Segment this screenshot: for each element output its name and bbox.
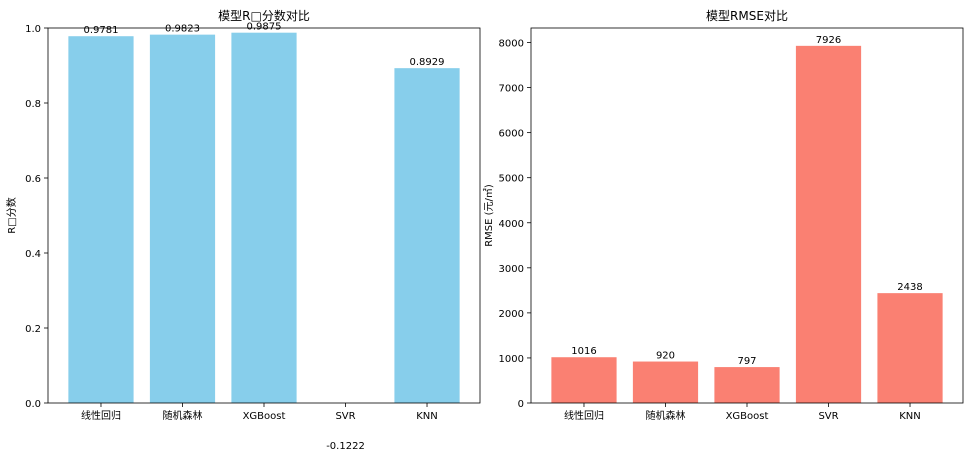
x-tick-label: 线性回归 [81, 409, 121, 422]
y-tick-label: 3000 [499, 264, 524, 275]
y-axis-label: RMSE (元/㎡) [483, 184, 495, 247]
data-label: 0.9781 [83, 25, 118, 36]
data-label: 2438 [897, 282, 922, 293]
chart-title: 模型R□分数对比 [218, 8, 310, 23]
bar-3 [795, 45, 862, 403]
y-tick-label: 0.0 [25, 399, 41, 410]
data-label: 797 [737, 356, 756, 367]
y-tick-label: 4000 [499, 219, 524, 230]
y-tick-label: 7000 [499, 84, 524, 95]
y-tick-label: 1.0 [25, 24, 41, 35]
bar-2 [231, 32, 297, 403]
bar-1 [149, 34, 216, 403]
y-tick-label: 8000 [499, 39, 524, 50]
data-label: -0.1222 [326, 441, 365, 452]
y-axis-label: R□分数 [5, 197, 18, 233]
bar-4 [394, 68, 460, 403]
data-label: 0.9875 [247, 22, 282, 33]
y-tick-label: 2000 [499, 309, 524, 320]
data-label: 7926 [816, 35, 841, 46]
y-tick-label: 6000 [499, 129, 524, 140]
y-tick-label: 0.2 [25, 324, 41, 335]
y-tick-label: 5000 [499, 174, 524, 185]
y-tick-label: 0.8 [25, 99, 41, 110]
x-tick-label: SVR [818, 411, 838, 422]
r2-chart: 模型R□分数对比 0.0 0.2 0.4 0.6 0.8 1.0 线性回归 随机森林 XGBoos… [5, 8, 481, 452]
x-tick-label: 随机森林 [162, 409, 202, 422]
x-tick-label: XGBoost [243, 411, 286, 422]
rmse-chart: 模型RMSE对比 0 1000 2000 3000 4000 5000 6000 7000 800… [483, 9, 964, 422]
bar-4 [877, 293, 943, 403]
data-label: 0.9823 [165, 24, 200, 35]
bar-0 [551, 357, 617, 403]
data-label: 0.8929 [410, 57, 445, 68]
y-tick-label: 0.6 [25, 174, 41, 185]
x-tick-label: KNN [416, 411, 438, 422]
y-tick-label: 1000 [499, 354, 524, 365]
bar-2 [714, 367, 780, 403]
x-tick-label: SVR [335, 411, 355, 422]
bar-0 [68, 36, 134, 404]
x-tick-label: 随机森林 [645, 409, 685, 422]
x-tick-label: XGBoost [726, 411, 769, 422]
bar-1 [632, 361, 699, 403]
data-label: 920 [656, 351, 675, 362]
x-tick-label: 线性回归 [564, 409, 604, 422]
y-tick-label: 0.4 [25, 249, 41, 260]
data-label: 1016 [571, 346, 596, 357]
x-tick-label: KNN [899, 411, 921, 422]
y-tick-label: 0 [518, 399, 524, 410]
chart-title: 模型RMSE对比 [706, 9, 788, 23]
